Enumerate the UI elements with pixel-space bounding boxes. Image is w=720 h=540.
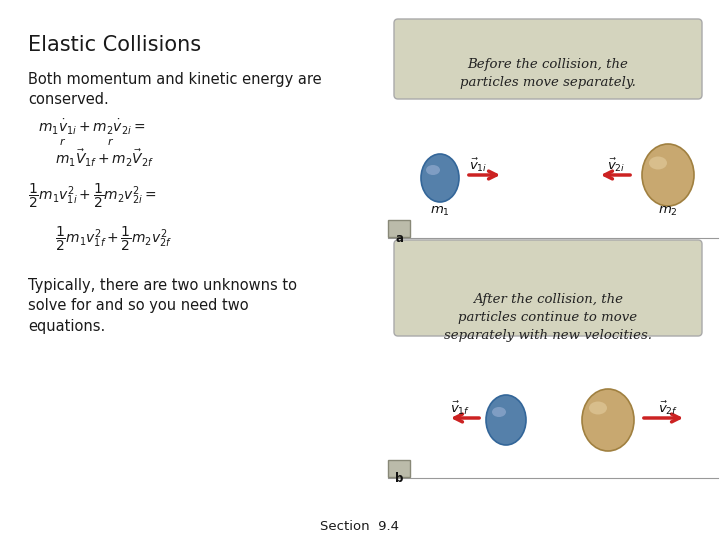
Ellipse shape bbox=[492, 407, 506, 417]
Text: $m_1\dot{v}_{1i} + m_2\dot{v}_{2i} =$: $m_1\dot{v}_{1i} + m_2\dot{v}_{2i} =$ bbox=[38, 118, 145, 137]
Text: $\dfrac{1}{2}m_1v_{1f}^2 + \dfrac{1}{2}m_2v_{2f}^2$: $\dfrac{1}{2}m_1v_{1f}^2 + \dfrac{1}{2}m… bbox=[55, 225, 173, 253]
Text: $m_2$: $m_2$ bbox=[658, 205, 678, 218]
FancyBboxPatch shape bbox=[394, 240, 702, 336]
Text: Elastic Collisions: Elastic Collisions bbox=[28, 35, 201, 55]
Text: Section  9.4: Section 9.4 bbox=[320, 520, 400, 533]
Text: Before the collision, the
particles move separately.: Before the collision, the particles move… bbox=[460, 58, 636, 89]
Text: Typically, there are two unknowns to
solve for and so you need two
equations.: Typically, there are two unknowns to sol… bbox=[28, 278, 297, 334]
Text: $\quad\quad r \qquad\qquad r$: $\quad\quad r \qquad\qquad r$ bbox=[38, 136, 114, 147]
Text: After the collision, the
particles continue to move
separately with new velociti: After the collision, the particles conti… bbox=[444, 293, 652, 342]
Ellipse shape bbox=[589, 402, 607, 415]
FancyBboxPatch shape bbox=[394, 19, 702, 99]
Text: $\vec{v}_{2i}$: $\vec{v}_{2i}$ bbox=[607, 157, 625, 174]
Text: $\vec{v}_{2f}$: $\vec{v}_{2f}$ bbox=[658, 400, 678, 417]
Ellipse shape bbox=[642, 144, 694, 206]
Text: $\dfrac{1}{2}m_1v_{1i}^2 + \dfrac{1}{2}m_2v_{2i}^2 =$: $\dfrac{1}{2}m_1v_{1i}^2 + \dfrac{1}{2}m… bbox=[28, 182, 156, 211]
Ellipse shape bbox=[426, 165, 440, 175]
Ellipse shape bbox=[486, 395, 526, 445]
Ellipse shape bbox=[421, 154, 459, 202]
Text: $m_1\vec{V}_{1f} + m_2\vec{V}_{2f}$: $m_1\vec{V}_{1f} + m_2\vec{V}_{2f}$ bbox=[55, 148, 154, 169]
Ellipse shape bbox=[649, 157, 667, 170]
Text: Both momentum and kinetic energy are
conserved.: Both momentum and kinetic energy are con… bbox=[28, 72, 322, 107]
Text: b: b bbox=[395, 472, 403, 485]
Ellipse shape bbox=[647, 156, 683, 200]
Text: $\vec{v}_{1f}$: $\vec{v}_{1f}$ bbox=[450, 400, 470, 417]
Text: a: a bbox=[395, 232, 403, 245]
Ellipse shape bbox=[423, 164, 450, 198]
Ellipse shape bbox=[489, 406, 517, 441]
Ellipse shape bbox=[582, 389, 634, 451]
FancyBboxPatch shape bbox=[388, 460, 410, 477]
Ellipse shape bbox=[587, 401, 624, 445]
FancyBboxPatch shape bbox=[388, 220, 410, 237]
Text: $m_1$: $m_1$ bbox=[430, 205, 450, 218]
Text: $\vec{v}_{1i}$: $\vec{v}_{1i}$ bbox=[469, 157, 487, 174]
